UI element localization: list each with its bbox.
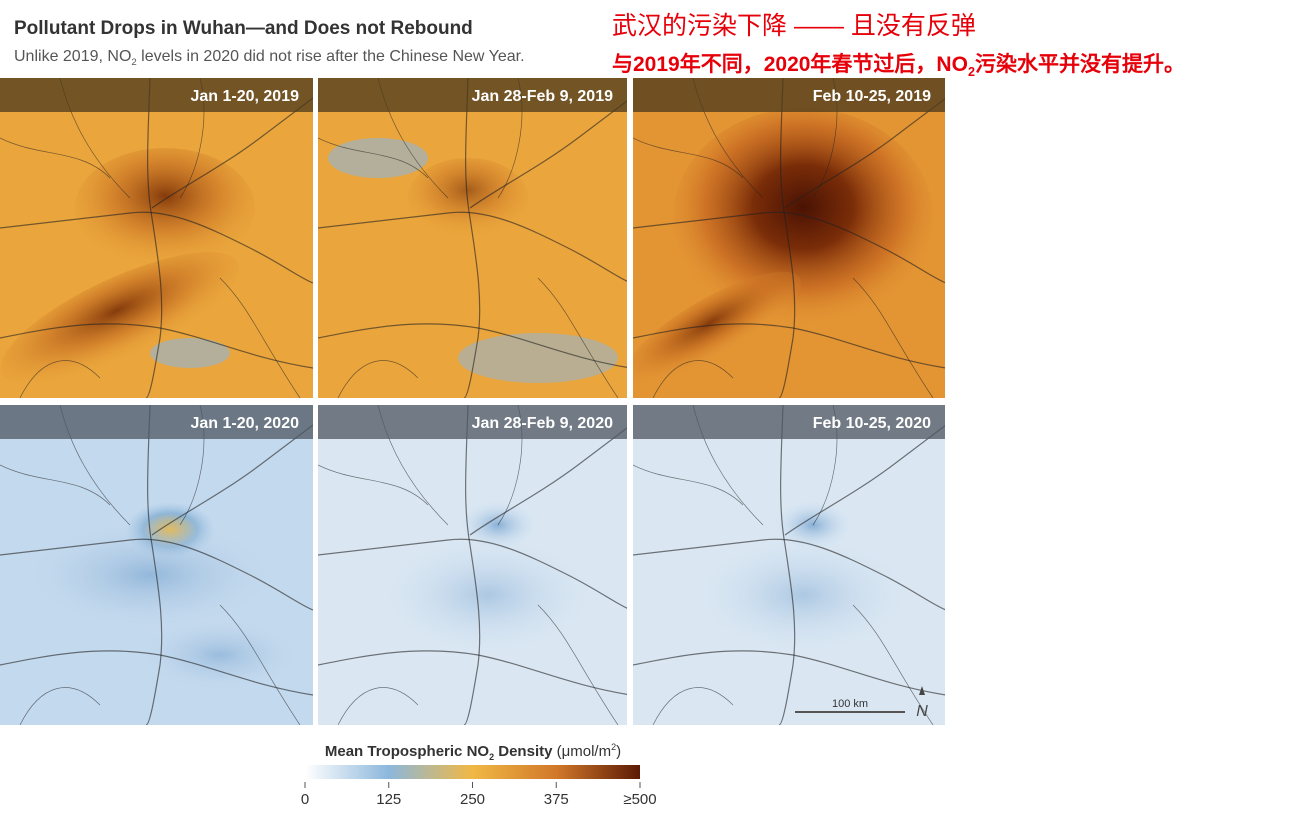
subtitle-text: 污染水平并没有提升。	[974, 53, 1185, 76]
label-bar	[318, 405, 627, 439]
superscript: 2	[611, 742, 617, 752]
map-image	[0, 78, 313, 398]
map-image	[633, 405, 945, 725]
subtitle: Unlike 2019, NO2 levels in 2020 did not …	[14, 48, 525, 68]
label-bar	[0, 405, 313, 439]
panel-label: Jan 1-20, 2019	[190, 88, 299, 105]
translated-title: 武汉的污染下降 —— 且没有反弹	[612, 12, 976, 40]
subscript: 2	[131, 57, 137, 69]
colorbar: 0 125 250 375 ≥500	[301, 765, 657, 808]
legend-unit: )	[616, 743, 622, 760]
low-area	[458, 333, 618, 383]
map-panel: Feb 10-25, 2020 100 km N	[633, 405, 945, 725]
label-bar	[633, 405, 945, 439]
north-arrow	[919, 686, 925, 695]
legend-title-text: Mean Tropospheric NO	[324, 743, 490, 760]
label-bar	[0, 78, 313, 112]
map-image	[0, 405, 313, 725]
map-panel: Jan 1-20, 2020	[0, 405, 313, 725]
colorbar-tick-label: 375	[544, 791, 569, 808]
colorbar-tick-label: 125	[376, 791, 401, 808]
subtitle-text: Unlike 2019, NO	[14, 48, 132, 65]
colorbar-gradient	[305, 765, 640, 779]
hotspot	[633, 271, 801, 385]
colorbar-tick-label: 250	[460, 791, 485, 808]
map-panel: Jan 1-20, 2019	[0, 78, 313, 398]
map-image	[318, 405, 627, 725]
map-image	[633, 78, 945, 398]
map-panel: Jan 28-Feb 9, 2020	[318, 405, 627, 725]
mid-area	[378, 535, 598, 655]
colorbar-tick-label: ≥500	[623, 791, 656, 808]
title: Pollutant Drops in Wuhan—and Does not Re…	[14, 18, 473, 39]
low-area	[150, 338, 230, 368]
panel-label: Jan 1-20, 2020	[190, 415, 299, 432]
panel-label: Feb 10-25, 2019	[813, 88, 931, 105]
subscript: 2	[489, 752, 495, 762]
subtitle-text: 与2019年不同，2020年春节过后，NO	[612, 53, 968, 76]
hotspot	[75, 148, 255, 268]
translated-subtitle: 与2019年不同，2020年春节过后，NO2污染水平并没有提升。	[612, 48, 1185, 79]
scale-label: 100 km	[832, 698, 868, 710]
hotspot	[673, 108, 933, 328]
legend-title: Mean Tropospheric NO2 Density (μmol/m2)	[0, 742, 946, 762]
subscript: 2	[967, 65, 975, 80]
legend-title-text: Density	[494, 743, 553, 760]
panel-label: Jan 28-Feb 9, 2019	[472, 88, 614, 105]
panel-label: Feb 10-25, 2020	[813, 415, 931, 432]
legend-unit: (μmol/m	[552, 743, 612, 760]
label-bar	[318, 78, 627, 112]
label-bar	[633, 78, 945, 112]
north-label: N	[916, 703, 928, 720]
low-area	[328, 138, 428, 178]
map-panel: Jan 28-Feb 9, 2019	[318, 78, 627, 398]
map-grid: Jan 1-20, 2019 Jan 28-Feb 9, 2019 Feb 10-2…	[0, 78, 945, 725]
map-panel: Feb 10-25, 2019	[633, 78, 945, 398]
mid-area	[130, 615, 310, 695]
panel-label: Jan 28-Feb 9, 2020	[472, 415, 614, 432]
hotspot	[408, 158, 528, 238]
mid-area	[693, 535, 913, 655]
hotspot	[0, 252, 240, 384]
subtitle-text: levels in 2020 did not rise after the Ch…	[136, 48, 525, 65]
map-image	[318, 78, 627, 398]
colorbar-tick-label: 0	[301, 791, 309, 808]
